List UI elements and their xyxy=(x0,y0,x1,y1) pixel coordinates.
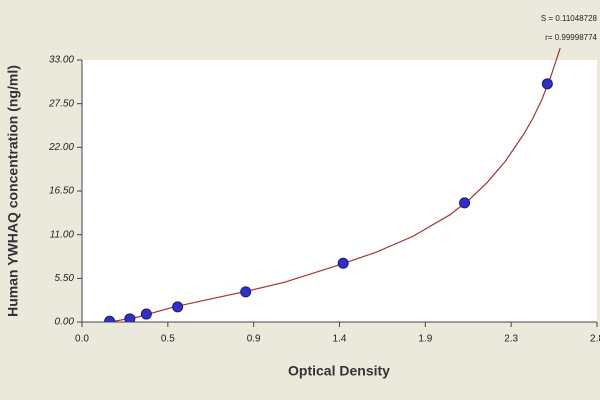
x-tick-label: 0.9 xyxy=(247,334,261,345)
y-tick-label: 5.50 xyxy=(55,273,75,284)
data-point xyxy=(240,286,252,298)
x-axis-title: Optical Density xyxy=(288,363,390,379)
annotation: r= 0.99998774 xyxy=(545,33,597,42)
x-tick-label: 0.0 xyxy=(75,334,89,345)
data-point xyxy=(337,257,349,269)
x-tick-label: 2.3 xyxy=(504,334,518,345)
y-tick-label: 22.00 xyxy=(48,142,74,153)
plot-layer xyxy=(104,47,561,322)
x-tick-label: 2.8 xyxy=(590,334,600,345)
fit-curve xyxy=(109,47,561,322)
data-point xyxy=(140,308,152,320)
y-axis-title: Human YWHAQ concentration (ng/ml) xyxy=(5,65,21,317)
annotation: S = 0.11048728 xyxy=(541,14,598,23)
data-point xyxy=(541,78,553,90)
data-point xyxy=(104,315,116,322)
x-tick-label: 1.4 xyxy=(333,334,347,345)
data-point xyxy=(124,313,136,322)
y-tick-label: 33.00 xyxy=(49,55,74,66)
data-point xyxy=(459,197,471,209)
y-tick-label: 0.00 xyxy=(55,317,75,328)
x-tick-label: 1.9 xyxy=(418,334,432,345)
y-tick-label: 27.50 xyxy=(48,98,74,109)
y-tick-label: 16.50 xyxy=(49,186,74,197)
data-point xyxy=(172,301,184,313)
y-tick-label: 11.00 xyxy=(50,229,75,240)
x-tick-label: 0.5 xyxy=(161,334,175,345)
plot-area xyxy=(82,60,597,322)
